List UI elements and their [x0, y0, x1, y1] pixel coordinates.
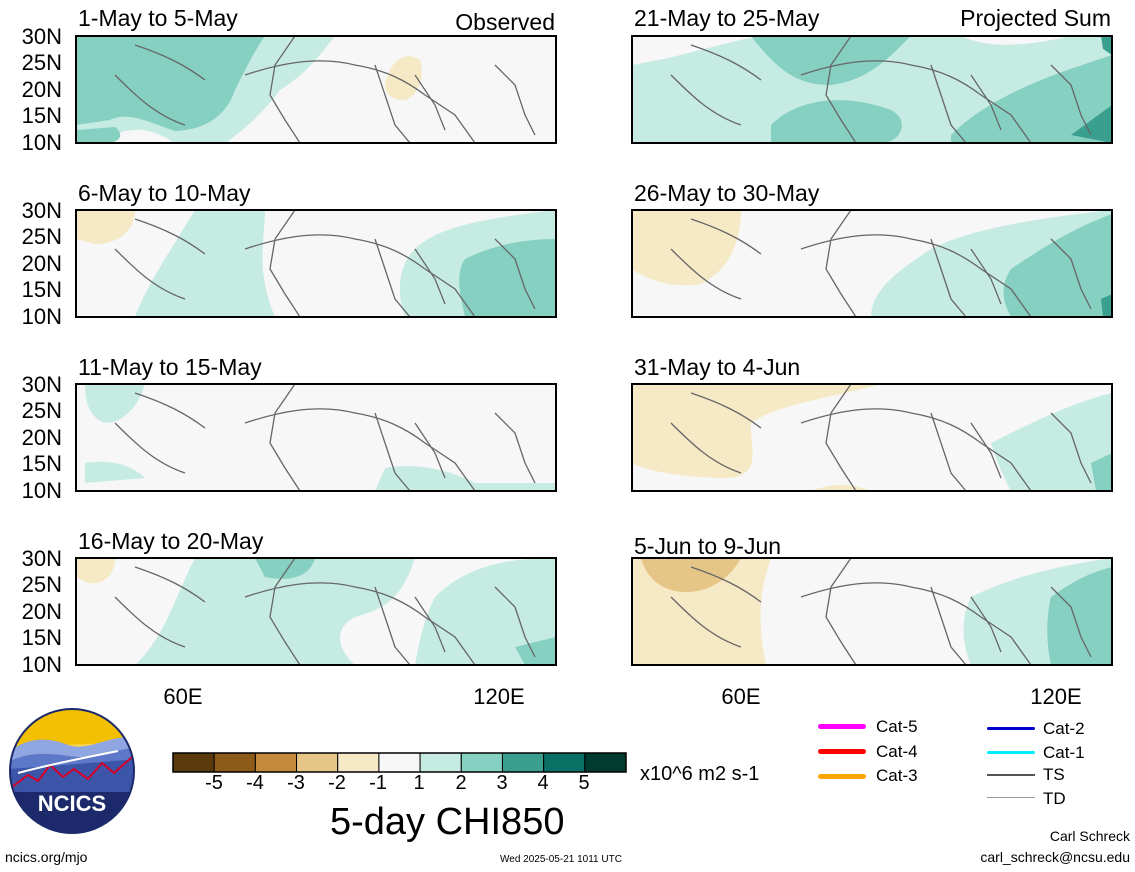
observed-label: Observed: [455, 9, 555, 35]
legend-line-cat5: [818, 724, 866, 729]
footer-timestamp: Wed 2025-05-21 1011 UTC: [500, 854, 622, 865]
panel-title-6: 26-May to 30-May: [634, 180, 820, 206]
panel-title-3: 11-May to 15-May: [78, 354, 262, 380]
colorbar-tick: 3: [496, 772, 508, 794]
lat-label: 25N: [21, 398, 62, 423]
ncics-logo: NCICS: [9, 708, 135, 834]
colorbar-cell: [254, 752, 298, 773]
lat-label: 15N: [21, 277, 62, 302]
colorbar: [172, 752, 627, 773]
projected-label: Projected Sum: [960, 5, 1111, 31]
legend-label-cat3: Cat-3: [876, 766, 918, 785]
colorbar-units: x10^6 m2 s-1: [640, 763, 760, 785]
footer-email[interactable]: carl_schreck@ncsu.edu: [980, 849, 1130, 865]
lon-label: 60E: [721, 684, 761, 709]
colorbar-tick: -5: [205, 772, 223, 794]
colorbar-tick: -1: [369, 772, 387, 794]
legend-line-cat4: [818, 749, 866, 754]
lon-label: 120E: [473, 684, 525, 709]
lat-label: 20N: [21, 599, 62, 624]
map-panel-7: [631, 383, 1113, 492]
lat-label: 20N: [21, 425, 62, 450]
legend-label-td: TD: [1043, 789, 1066, 808]
footer-url[interactable]: ncics.org/mjo: [5, 849, 88, 865]
lat-label: 30N: [21, 546, 62, 571]
colorbar-cell: [296, 752, 339, 773]
lon-label: 60E: [163, 684, 203, 709]
legend-label-ts: TS: [1043, 765, 1065, 784]
colorbar-tick: 2: [455, 772, 467, 794]
colorbar-cell: [419, 752, 462, 773]
lat-label: 30N: [21, 24, 62, 49]
map-panel-2: [75, 209, 557, 318]
colorbar-tick: -3: [287, 772, 305, 794]
lat-label: 15N: [21, 103, 62, 128]
colorbar-tick: -4: [246, 772, 264, 794]
lat-label: 15N: [21, 451, 62, 476]
legend-label-cat4: Cat-4: [876, 742, 918, 761]
panel-title-5: 21-May to 25-May: [634, 5, 820, 31]
lon-label: 120E: [1030, 684, 1082, 709]
panel-title-1: 1-May to 5-May: [78, 5, 238, 31]
colorbar-cell: [460, 752, 503, 773]
panel-title-2: 6-May to 10-May: [78, 180, 251, 206]
map-panel-8: [631, 557, 1113, 666]
colorbar-cell: [213, 752, 256, 773]
legend-line-td: [987, 797, 1035, 798]
lat-label: 25N: [21, 50, 62, 75]
legend-line-cat3: [818, 774, 866, 779]
ncics-logo-text: NCICS: [38, 791, 106, 816]
lat-label: 10N: [21, 130, 62, 155]
colorbar-tick: -2: [328, 772, 346, 794]
lat-label: 25N: [21, 572, 62, 597]
map-panel-6: [631, 209, 1113, 318]
legend-line-cat1: [987, 751, 1035, 754]
colorbar-tick: 1: [413, 772, 425, 794]
lat-label: 25N: [21, 224, 62, 249]
lat-label: 10N: [21, 652, 62, 677]
map-panel-1: [75, 35, 557, 144]
map-panel-4: [75, 557, 557, 666]
map-panel-5: [631, 35, 1113, 144]
lat-label: 30N: [21, 198, 62, 223]
map-panel-3: [75, 383, 557, 492]
lat-label: 10N: [21, 304, 62, 329]
colorbar-cell: [337, 752, 380, 773]
lat-label: 20N: [21, 77, 62, 102]
lat-label: 10N: [21, 478, 62, 503]
legend-line-ts: [987, 774, 1035, 776]
colorbar-cell: [501, 752, 545, 773]
colorbar-tick: 5: [578, 772, 590, 794]
legend-label-cat5: Cat-5: [876, 717, 918, 736]
panel-title-7: 31-May to 4-Jun: [634, 354, 801, 380]
lat-label: 20N: [21, 251, 62, 276]
colorbar-cell: [172, 752, 215, 773]
footer-author: Carl Schreck: [1049, 828, 1130, 844]
colorbar-cell: [543, 752, 586, 773]
colorbar-title: 5-day CHI850: [330, 801, 565, 843]
legend-label-cat1: Cat-1: [1043, 743, 1085, 762]
colorbar-cell: [378, 752, 421, 773]
legend-label-cat2: Cat-2: [1043, 719, 1085, 738]
panel-title-4: 16-May to 20-May: [78, 528, 264, 554]
legend-line-cat2: [987, 727, 1035, 730]
lat-label: 15N: [21, 625, 62, 650]
colorbar-tick: 4: [537, 772, 549, 794]
panel-title-8: 5-Jun to 9-Jun: [634, 533, 782, 559]
lat-label: 30N: [21, 372, 62, 397]
colorbar-cell: [584, 752, 627, 773]
